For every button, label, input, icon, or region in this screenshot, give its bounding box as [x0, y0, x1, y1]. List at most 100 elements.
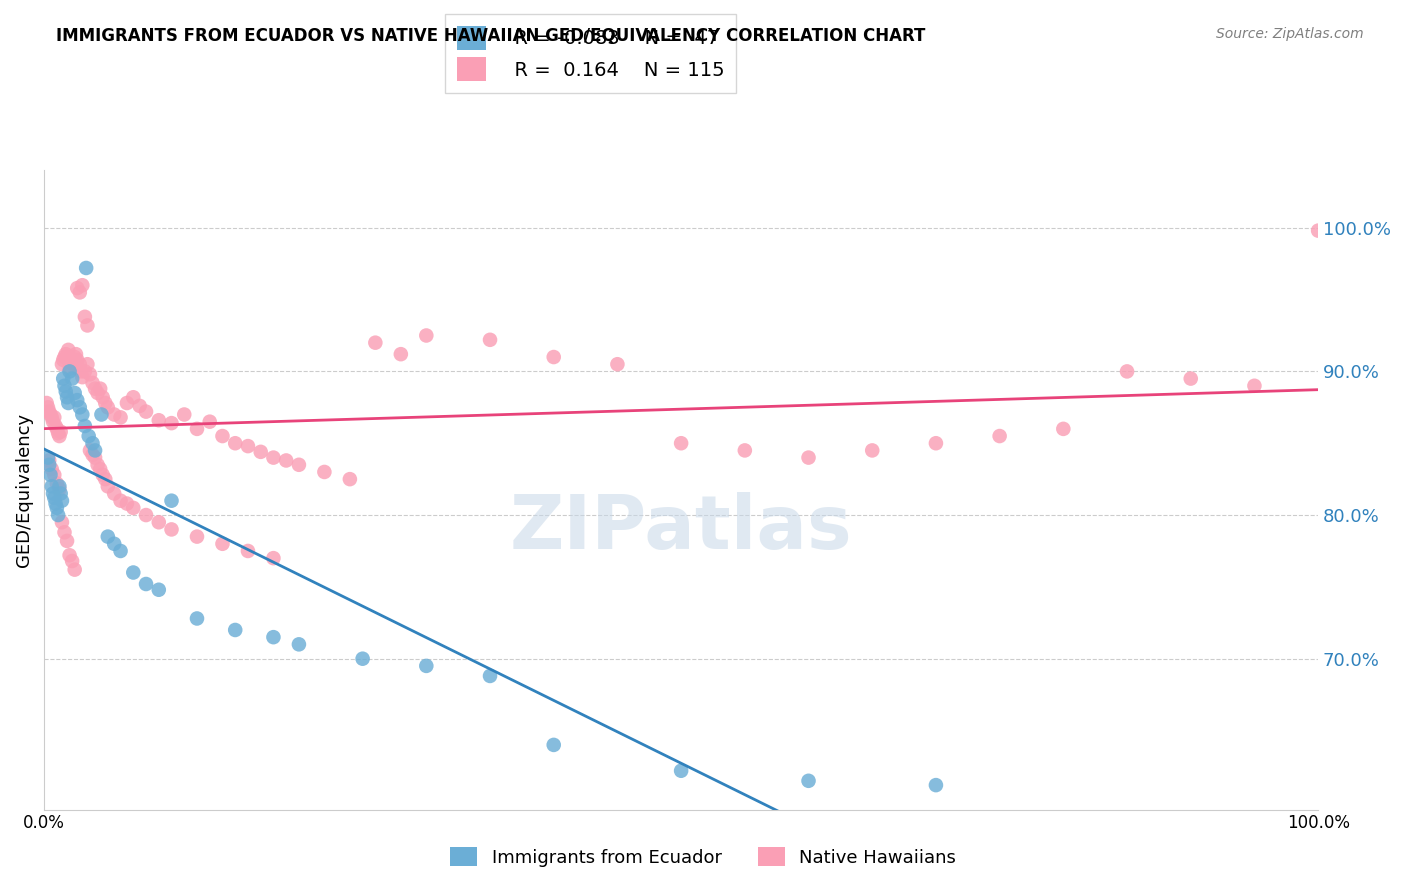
- Point: [45, 422, 67, 436]
- Point: [79, 368, 101, 382]
- Point: [110, 493, 132, 508]
- Point: [44, 410, 66, 425]
- Point: [262, 630, 284, 644]
- Point: [58, 343, 80, 357]
- Point: [55, 347, 77, 361]
- Point: [52, 371, 75, 385]
- Point: [48, 429, 70, 443]
- Point: [56, 390, 79, 404]
- Point: [37, 401, 59, 415]
- Y-axis label: GED/Equivalency: GED/Equivalency: [15, 413, 32, 567]
- Point: [51, 357, 73, 371]
- Point: [339, 472, 361, 486]
- Point: [288, 458, 311, 472]
- Point: [66, 393, 89, 408]
- Point: [41, 462, 63, 476]
- Point: [415, 659, 437, 673]
- Point: [122, 500, 145, 515]
- Point: [415, 328, 437, 343]
- Point: [797, 450, 820, 465]
- Point: [148, 582, 170, 597]
- Point: [186, 422, 208, 436]
- Point: [42, 415, 65, 429]
- Point: [262, 450, 284, 465]
- Point: [60, 352, 83, 367]
- Point: [224, 623, 246, 637]
- Point: [69, 401, 91, 415]
- Point: [35, 396, 58, 410]
- Point: [82, 436, 104, 450]
- Point: [606, 357, 628, 371]
- Point: [86, 386, 108, 401]
- Point: [79, 443, 101, 458]
- Point: [1243, 378, 1265, 392]
- Legend:   R = -0.083    N =  47,   R =  0.164    N = 115: R = -0.083 N = 47, R = 0.164 N = 115: [446, 14, 735, 93]
- Point: [236, 544, 259, 558]
- Point: [45, 497, 67, 511]
- Point: [59, 356, 82, 370]
- Point: [58, 364, 80, 378]
- Point: [186, 530, 208, 544]
- Point: [48, 479, 70, 493]
- Point: [66, 281, 89, 295]
- Point: [69, 285, 91, 300]
- Point: [38, 453, 60, 467]
- Point: [734, 443, 756, 458]
- Point: [39, 467, 62, 482]
- Point: [70, 364, 93, 378]
- Point: [49, 425, 72, 439]
- Point: [90, 408, 112, 422]
- Point: [86, 458, 108, 472]
- Point: [224, 436, 246, 450]
- Point: [69, 357, 91, 371]
- Point: [53, 525, 76, 540]
- Point: [72, 408, 94, 422]
- Point: [62, 357, 84, 371]
- Point: [110, 410, 132, 425]
- Point: [479, 333, 502, 347]
- Point: [211, 429, 233, 443]
- Point: [82, 448, 104, 462]
- Point: [58, 396, 80, 410]
- Point: [288, 637, 311, 651]
- Point: [77, 429, 100, 443]
- Point: [860, 443, 883, 458]
- Point: [60, 554, 83, 568]
- Point: [45, 419, 67, 434]
- Point: [46, 508, 69, 522]
- Point: [37, 450, 59, 465]
- Point: [1180, 371, 1202, 385]
- Point: [72, 370, 94, 384]
- Point: [91, 467, 114, 482]
- Point: [53, 350, 76, 364]
- Point: [49, 486, 72, 500]
- Point: [925, 436, 948, 450]
- Point: [211, 537, 233, 551]
- Point: [42, 486, 65, 500]
- Point: [51, 493, 73, 508]
- Point: [76, 357, 98, 371]
- Point: [41, 410, 63, 425]
- Point: [38, 458, 60, 472]
- Point: [73, 310, 96, 324]
- Point: [53, 378, 76, 392]
- Point: [56, 533, 79, 548]
- Point: [198, 415, 221, 429]
- Point: [48, 482, 70, 496]
- Point: [56, 350, 79, 364]
- Point: [128, 399, 150, 413]
- Point: [75, 260, 97, 275]
- Point: [63, 563, 86, 577]
- Point: [60, 371, 83, 385]
- Point: [84, 382, 107, 396]
- Point: [66, 352, 89, 367]
- Point: [97, 479, 120, 493]
- Point: [249, 445, 271, 459]
- Point: [148, 413, 170, 427]
- Point: [148, 515, 170, 529]
- Point: [67, 361, 90, 376]
- Point: [58, 549, 80, 563]
- Point: [97, 401, 120, 415]
- Point: [314, 465, 336, 479]
- Point: [46, 426, 69, 441]
